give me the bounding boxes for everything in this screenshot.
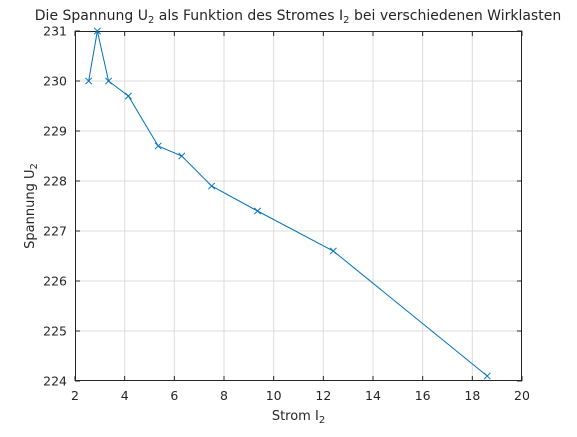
x-tick-label: 20 [514,388,530,403]
x-tick-label: 12 [315,388,331,403]
axes-box [75,31,522,381]
data-point-marker [154,142,162,150]
y-tick-label: 224 [43,374,67,389]
grid [75,31,522,381]
chart-title: Die Spannung U2 als Funktion des Stromes… [35,8,561,26]
series [85,27,491,380]
data-point-marker [104,77,113,85]
data-point-marker [208,182,216,190]
data-point-marker [85,77,93,85]
axes [74,30,523,382]
y-tick-label: 230 [43,74,67,89]
plot-area [75,31,522,381]
y-tick-label: 225 [43,324,67,339]
x-tick-label: 2 [71,388,79,403]
data-point-marker [93,27,101,35]
data-point-marker [178,152,186,160]
data-point-marker [483,372,491,380]
y-tick-label: 231 [43,24,67,39]
y-tick-label: 228 [43,174,67,189]
y-tick-label: 229 [43,124,67,139]
x-axis-label: Strom I2 [272,409,325,426]
y-tick-label: 227 [43,224,67,239]
x-tick-label: 18 [464,388,480,403]
x-tick-label: 16 [415,388,431,403]
y-tick-label: 226 [43,274,67,289]
data-point-marker [329,247,337,255]
labels: 2 4 6 8 10 12 14 16 18 20 224 225 226 227 228 229 230 231… [23,8,561,426]
y-axis-label: Spannung U2 [23,163,40,249]
data-point-marker [253,207,262,215]
series-line [88,30,488,377]
x-tick-label: 4 [121,388,129,403]
x-tick-label: 6 [170,388,178,403]
x-tick-label: 8 [220,388,228,403]
x-tick-label: 14 [365,388,381,403]
data-point-marker [124,92,132,100]
x-tick-label: 10 [266,388,282,403]
